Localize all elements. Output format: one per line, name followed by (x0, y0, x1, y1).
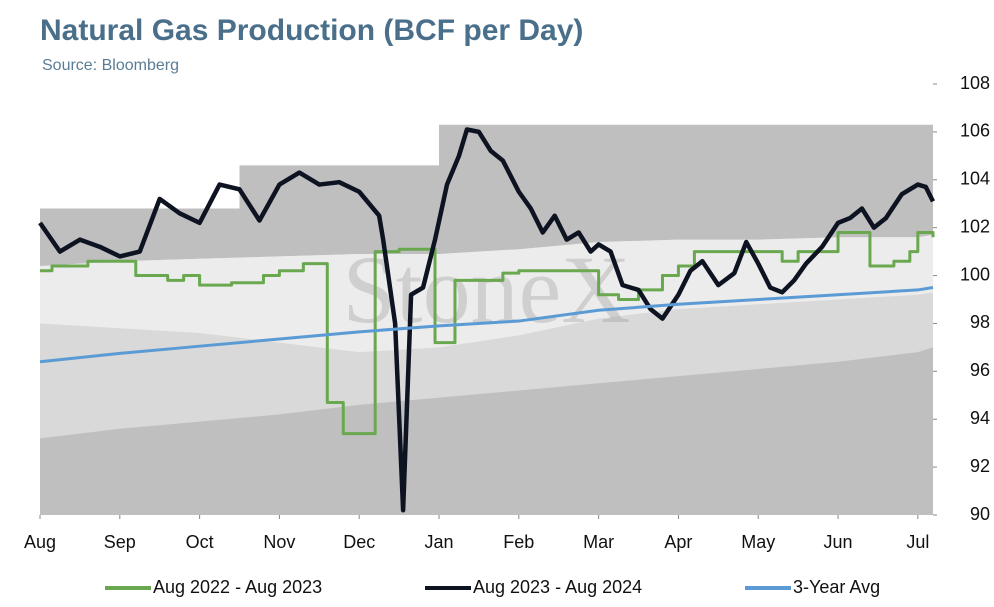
x-tick-label: Jun (824, 532, 853, 552)
y-tick-label: 106 (960, 121, 990, 141)
y-tick-label: 94 (970, 408, 990, 428)
y-tick-label: 100 (960, 264, 990, 284)
y-tick-label: 108 (960, 73, 990, 93)
x-tick-label: Aug (24, 532, 56, 552)
y-tick-label: 98 (970, 312, 990, 332)
y-tick-label: 90 (970, 504, 990, 524)
range-band (40, 234, 933, 353)
x-tick-label: Mar (583, 532, 614, 552)
series-line (40, 230, 935, 436)
x-tick-label: Apr (664, 532, 692, 552)
x-tick-label: Sep (104, 532, 136, 552)
x-tick-label: Jan (425, 532, 454, 552)
y-tick-label: 104 (960, 169, 990, 189)
legend-label: Aug 2023 - Aug 2024 (473, 577, 642, 597)
series-line (39, 286, 934, 364)
y-tick-label: 102 (960, 216, 990, 236)
legend-label: 3-Year Avg (793, 577, 880, 597)
y-tick-label: 96 (970, 360, 990, 380)
series-line (38, 127, 936, 513)
y-tick-label: 92 (970, 456, 990, 476)
x-tick-label: Dec (343, 532, 375, 552)
chart-title: Natural Gas Production (BCF per Day) (40, 14, 583, 47)
legend-label: Aug 2022 - Aug 2023 (153, 577, 322, 597)
x-tick-label: Nov (263, 532, 295, 552)
x-tick-label: Feb (503, 532, 534, 552)
chart-subtitle: Source: Bloomberg (42, 57, 179, 74)
x-tick-label: May (741, 532, 775, 552)
x-tick-label: Oct (186, 532, 214, 552)
x-tick-label: Jul (906, 532, 929, 552)
